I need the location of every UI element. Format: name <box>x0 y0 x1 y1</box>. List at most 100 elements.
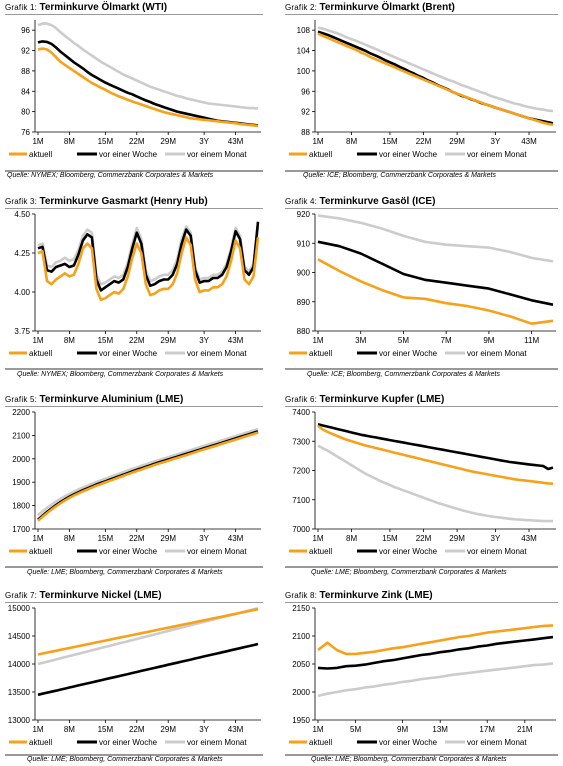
legend-label: vor einer Woche <box>379 738 438 747</box>
legend-label: vor einem Monat <box>467 547 527 556</box>
series-line-monat <box>317 662 554 698</box>
legend-woche: vor einer Woche <box>357 150 438 159</box>
y-tick-label: 7200 <box>292 467 310 476</box>
x-tick-label: 7M <box>441 336 452 345</box>
legend-woche: vor einer Woche <box>357 738 438 747</box>
x-tick-label: 1M <box>32 725 43 734</box>
y-tick-label: 1900 <box>12 478 30 487</box>
x-tick-label: 3M <box>355 336 366 345</box>
x-tick-label: 15M <box>98 725 114 734</box>
source-note: Quelle: LME; Bloomberg, Commerzbank Corp… <box>311 756 507 763</box>
x-tick-label: 8M <box>346 534 357 543</box>
legend-label: aktuell <box>309 547 332 556</box>
x-tick-label: 43M <box>228 534 244 543</box>
chart-title: Grafik 6: Terminkurve Kupfer (LME) <box>285 394 445 405</box>
source-note: Quelle: LME; Bloomberg, Commerzbank Corp… <box>311 569 507 576</box>
x-tick-label: 3Y <box>491 534 501 543</box>
chart-title: Grafik 2: Terminkurve Ölmarkt (Brent) <box>285 2 455 13</box>
x-tick-label: 22M <box>129 534 145 543</box>
y-tick-label: 7400 <box>292 408 310 417</box>
series-line-aktuell <box>37 47 259 128</box>
legend-label: vor einer Woche <box>379 150 438 159</box>
source-note: Quelle: ICE; Bloomberg, Commerzbank Corp… <box>303 172 496 179</box>
x-tick-label: 29M <box>160 534 176 543</box>
x-tick-label: 9M <box>483 336 494 345</box>
y-tick-label: 880 <box>297 327 311 336</box>
y-tick-label: 14500 <box>8 632 31 641</box>
x-tick-label: 1M <box>32 137 43 146</box>
chart-title: Grafik 1: Terminkurve Ölmarkt (WTI) <box>5 2 168 13</box>
line-chart: 13000 13500 14000 14500 15000 1M 8M 15M 22M 29M 3Y… <box>8 604 261 747</box>
y-tick-label: 4.25 <box>14 249 30 258</box>
y-tick-label: 88 <box>21 67 30 76</box>
series-line-woche <box>317 240 554 306</box>
x-tick-label: 29M <box>449 534 465 543</box>
line-chart: 88 92 96 100 104 108 1M 8M 15M 22M 29M 3Y 43M aktuell… <box>289 20 556 159</box>
y-tick-label: 3.75 <box>14 327 30 336</box>
y-tick-label: 7100 <box>292 496 310 505</box>
x-tick-label: 1M <box>312 137 323 146</box>
x-tick-label: 15M <box>98 137 114 146</box>
x-tick-label: 3Y <box>199 725 209 734</box>
series-line-woche <box>37 221 260 292</box>
legend-aktuell: aktuell <box>9 349 52 358</box>
x-tick-label: 3Y <box>491 137 501 146</box>
x-tick-label: 1M <box>32 534 43 543</box>
x-tick-label: 22M <box>416 137 432 146</box>
chart-panel-3: Grafik 3: Terminkurve Gasmarkt (Henry Hu… <box>5 196 263 384</box>
y-tick-label: 13000 <box>8 716 31 725</box>
legend-label: vor einem Monat <box>467 150 527 159</box>
legend-label: vor einer Woche <box>99 547 158 556</box>
y-tick-label: 13500 <box>8 688 31 697</box>
x-tick-label: 22M <box>129 725 145 734</box>
x-tick-label: 43M <box>521 534 537 543</box>
y-tick-label: 15000 <box>8 604 31 613</box>
legend-aktuell: aktuell <box>289 150 332 159</box>
x-tick-label: 29M <box>160 336 176 345</box>
source-note: Quelle: NYMEX; Bloomberg, Commerzbank Co… <box>7 172 214 179</box>
chart-title: Grafik 8: Terminkurve Zink (LME) <box>285 590 433 601</box>
chart-title: Grafik 7: Terminkurve Nickel (LME) <box>5 590 162 601</box>
line-chart: 1950 2000 2050 2100 2150 1M 5M 9M 13M 17M 21M aktue… <box>289 604 556 747</box>
line-chart: 7000 7100 7200 7300 7400 1M 8M 15M 22M 29M 3Y 43M ak… <box>289 408 556 556</box>
y-tick-label: 100 <box>297 67 311 76</box>
x-tick-label: 5M <box>398 336 409 345</box>
legend-woche: vor einer Woche <box>357 349 438 358</box>
chart-panel-6: Grafik 6: Terminkurve Kupfer (LME) 7000 7… <box>285 394 558 582</box>
line-chart: 880 890 900 910 920 1M 3M 5M 7M 9M 11M aktuell vor e… <box>289 210 556 358</box>
series-line-monat <box>317 214 554 263</box>
legend-label: aktuell <box>29 547 52 556</box>
y-tick-label: 4.50 <box>14 210 30 219</box>
y-tick-label: 80 <box>21 108 30 117</box>
y-tick-label: 910 <box>297 239 311 248</box>
legend-label: aktuell <box>29 349 52 358</box>
chart-panel-2: Grafik 2: Terminkurve Ölmarkt (Brent) 88… <box>285 2 558 184</box>
y-tick-label: 7000 <box>292 525 310 534</box>
y-tick-label: 2200 <box>12 408 30 417</box>
chart-title: Grafik 4: Terminkurve Gasöl (ICE) <box>285 196 436 207</box>
series-line-aktuell <box>317 258 554 325</box>
legend-label: vor einer Woche <box>379 349 438 358</box>
legend-aktuell: aktuell <box>9 547 52 556</box>
source-note: Quelle: ICE; Bloomberg, Commerzbank Corp… <box>307 371 500 378</box>
y-tick-label: 2000 <box>12 455 30 464</box>
series-line-aktuell <box>317 424 554 485</box>
x-tick-label: 5M <box>350 725 361 734</box>
x-tick-label: 43M <box>228 725 244 734</box>
legend-monat: vor einem Monat <box>165 349 247 358</box>
line-chart: 76 80 84 88 92 96 1M 8M 15M 22M 29M 3Y 43M aktuell vor… <box>9 20 261 159</box>
series-line-aktuell <box>37 236 260 302</box>
legend-label: vor einer Woche <box>99 150 158 159</box>
x-tick-label: 15M <box>382 137 398 146</box>
legend-monat: vor einem Monat <box>445 738 527 747</box>
y-tick-label: 104 <box>297 47 311 56</box>
x-tick-label: 1M <box>312 534 323 543</box>
legend-label: vor einem Monat <box>467 738 527 747</box>
x-tick-label: 8M <box>64 725 75 734</box>
x-tick-label: 8M <box>346 137 357 146</box>
y-tick-label: 890 <box>297 298 311 307</box>
x-tick-label: 8M <box>64 534 75 543</box>
chart-panel-8: Grafik 8: Terminkurve Zink (LME) 1950 200… <box>285 590 558 766</box>
x-tick-label: 1M <box>312 725 323 734</box>
legend-label: vor einem Monat <box>187 547 247 556</box>
